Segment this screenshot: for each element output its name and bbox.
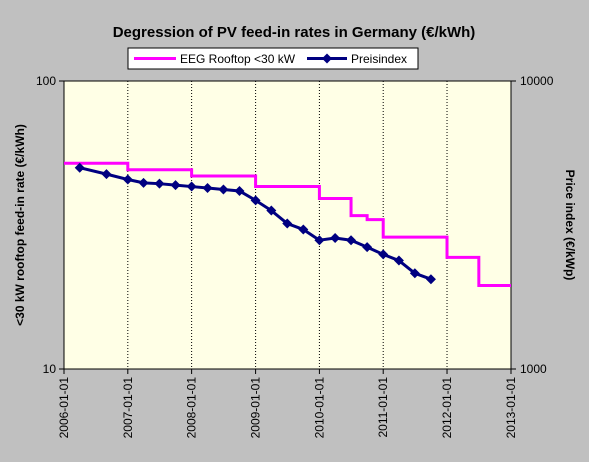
data-point-preisindex: [346, 235, 357, 246]
gridlines: [127, 81, 448, 369]
legend-marker-preisindex: [322, 53, 332, 64]
y-tick-label: 10: [43, 362, 57, 376]
x-tick-label: 2009-01-01: [249, 377, 263, 439]
data-point-preisindex: [409, 268, 420, 279]
series-layer: [64, 161, 511, 287]
y2-tick-label: 10000: [520, 74, 554, 88]
x-tick-label: 2010-01-01: [312, 377, 326, 439]
x-tick-label: 2007-01-01: [121, 377, 135, 439]
legend: EEG Rooftop <30 kW Preisindex: [127, 47, 419, 70]
legend-box: [127, 47, 419, 70]
y2-axis-label: Price index (€/kWp): [563, 170, 577, 281]
data-point-preisindex: [298, 224, 309, 235]
data-point-preisindex: [234, 186, 245, 197]
data-point-preisindex: [250, 195, 261, 206]
y-tick-label: 100: [36, 74, 56, 88]
data-point-preisindex: [186, 181, 197, 192]
x-tick-label: 2011-01-01: [376, 377, 390, 438]
data-point-preisindex: [101, 169, 112, 180]
data-point-preisindex: [202, 183, 213, 194]
data-point-preisindex: [170, 180, 181, 191]
chart-title: Degression of PV feed-in rates in German…: [113, 24, 476, 41]
x-tick-label: 2008-01-01: [185, 377, 199, 439]
data-point-preisindex: [314, 235, 325, 246]
data-point-preisindex: [378, 249, 389, 260]
data-point-preisindex: [425, 274, 436, 285]
ticks-layer: 2006-01-01 2007-01-01 2008-01-01 2009-01-01…: [36, 74, 554, 438]
data-point-preisindex: [362, 242, 373, 253]
data-point-preisindex: [218, 184, 229, 195]
legend-label-preisindex: Preisindex: [351, 52, 407, 66]
data-point-preisindex: [122, 174, 133, 185]
data-point-preisindex: [74, 162, 85, 173]
data-point-preisindex: [282, 218, 293, 229]
data-point-preisindex: [138, 177, 149, 188]
x-tick-label: 2012-01-01: [440, 377, 454, 439]
series-line-preisindex: [79, 166, 432, 281]
y-axis-label: <30 kW rooftop feed-in rate (€/kWh): [13, 124, 27, 326]
x-tick-label: 2006-01-01: [57, 377, 71, 439]
data-point-preisindex: [266, 205, 277, 216]
x-tick-label: 2013-01-01: [504, 377, 518, 439]
data-point-preisindex: [393, 255, 404, 266]
y2-tick-label: 1000: [520, 362, 547, 376]
series-line-eeg-rooftop: [64, 161, 511, 287]
legend-label-eeg: EEG Rooftop <30 kW: [180, 52, 296, 66]
data-point-preisindex: [330, 233, 341, 244]
data-point-preisindex: [154, 178, 165, 189]
